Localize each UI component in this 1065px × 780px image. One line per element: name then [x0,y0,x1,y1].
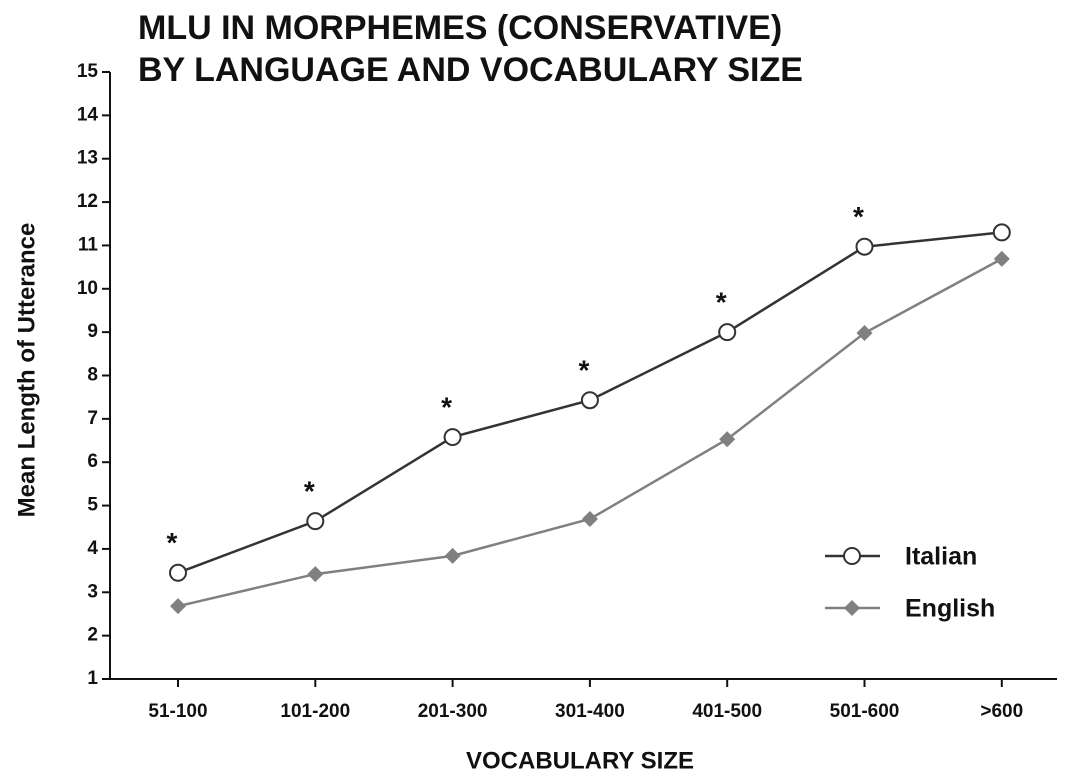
x-tick-label: 301-400 [555,701,625,722]
annotation: * [167,527,178,558]
point [719,431,736,448]
point [306,512,325,531]
point [856,325,873,342]
y-tick-label: 13 [77,148,98,169]
y-tick-label: 5 [87,495,98,516]
y-tick-label: 10 [77,278,98,299]
point [443,428,462,447]
y-tick-label: 12 [77,191,98,212]
y-tick-label: 14 [77,104,99,125]
legend-marker [844,600,860,616]
y-tick-label: 15 [77,61,99,82]
y-tick-label: 4 [87,538,98,559]
point [307,566,324,583]
point [993,250,1010,267]
legend-marker [843,547,861,565]
point [855,237,874,256]
y-tick-label: 7 [87,408,98,429]
point [718,323,737,342]
annotation: * [853,201,864,232]
legend-label: Italian [905,543,977,571]
annotation: * [716,287,727,318]
x-tick-label: >600 [980,701,1023,722]
series-line [177,257,1003,608]
x-tick-label: 501-600 [830,701,900,722]
y-tick-label: 3 [87,581,98,602]
chart-title: MLU IN MORPHEMES (CONSERVATIVE) [138,9,782,47]
x-axis-label: VOCABULARY SIZE [466,747,694,774]
annotation: * [578,355,589,386]
y-tick-label: 6 [87,451,98,472]
chart-title: BY LANGUAGE AND VOCABULARY SIZE [138,51,803,89]
point [581,511,598,528]
y-tick-label: 11 [78,234,99,255]
x-tick-label: 201-300 [418,701,488,722]
y-tick-label: 2 [87,625,98,646]
point [170,598,186,615]
x-tick-label: 51-100 [148,701,207,722]
x-tick-label: 101-200 [280,701,350,722]
point [992,223,1011,242]
x-tick-label: 401-500 [692,701,762,722]
y-tick-label: 9 [87,321,98,342]
y-axis-label: Mean Length of Utterance [13,223,40,518]
annotation: * [441,391,452,422]
y-tick-label: 8 [87,365,98,386]
point [580,391,599,410]
annotation: * [304,476,315,507]
y-tick-label: 1 [87,668,98,689]
point [444,547,461,564]
point [169,563,187,582]
legend-label: English [905,595,995,623]
